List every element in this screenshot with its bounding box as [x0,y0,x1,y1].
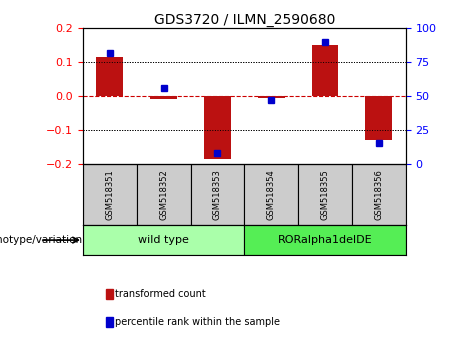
Bar [137,164,190,225]
Bar [83,164,137,225]
Bar [204,96,231,159]
Bar [244,164,298,225]
Bar [365,96,392,140]
Bar [83,225,244,255]
Title: GDS3720 / ILMN_2590680: GDS3720 / ILMN_2590680 [154,13,335,27]
Text: transformed count: transformed count [115,289,206,299]
Text: RORalpha1delDE: RORalpha1delDE [278,235,372,245]
Bar [352,164,406,225]
Bar [150,96,177,99]
Text: wild type: wild type [138,235,189,245]
Text: GSM518356: GSM518356 [374,169,383,220]
Bar [96,57,123,96]
Text: GSM518353: GSM518353 [213,169,222,220]
Bar [258,96,284,98]
Bar [190,164,244,225]
Text: GSM518355: GSM518355 [320,169,330,220]
Bar [298,164,352,225]
Bar [244,225,406,255]
Text: GSM518354: GSM518354 [267,169,276,220]
Text: GSM518351: GSM518351 [106,169,114,220]
Text: genotype/variation: genotype/variation [0,235,83,245]
Bar [312,45,338,96]
Text: GSM518352: GSM518352 [159,169,168,220]
Text: percentile rank within the sample: percentile rank within the sample [115,317,280,327]
